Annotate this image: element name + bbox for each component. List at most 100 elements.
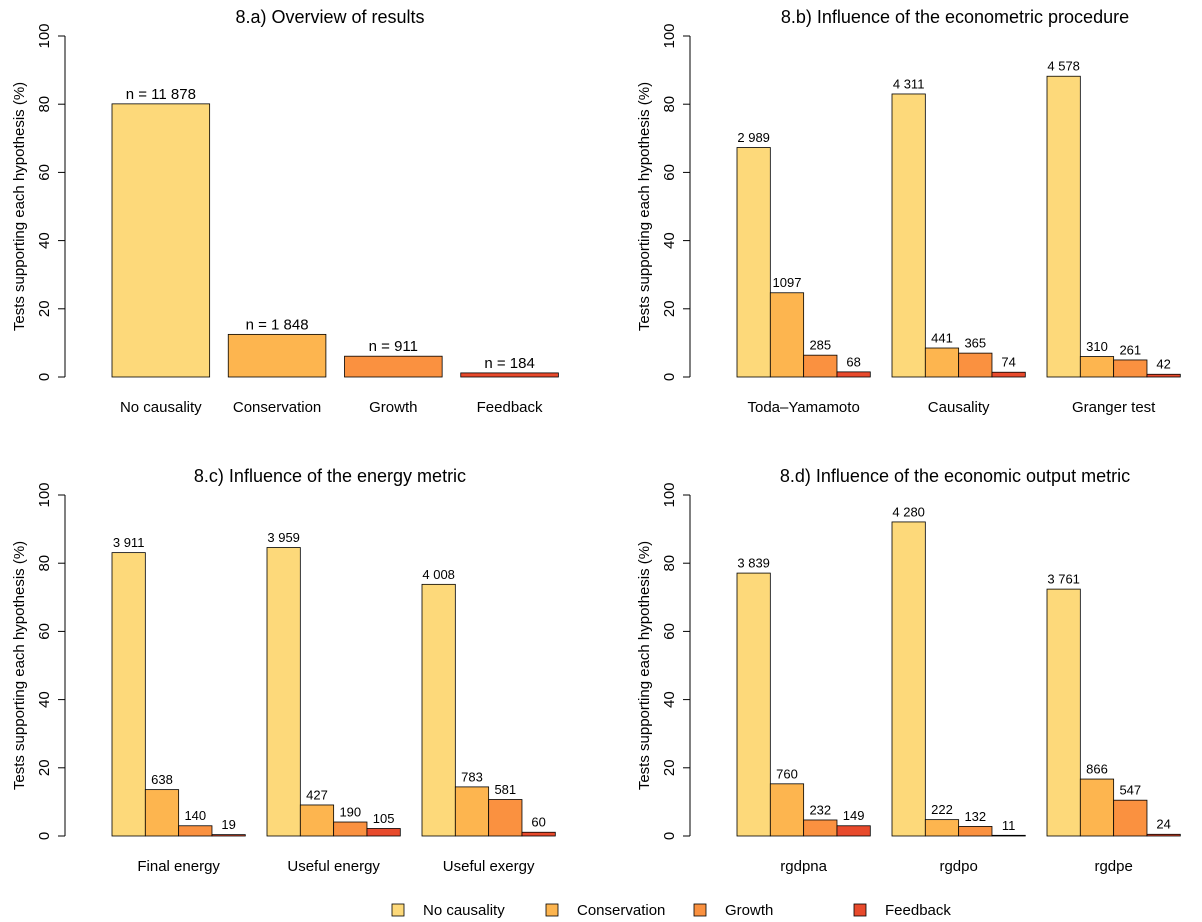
bar-label: 3 911 [113,535,145,550]
bar [460,372,559,378]
y-tick-label: 80 [661,555,678,572]
bar-label: n = 1 848 [246,316,309,333]
bar-label: 149 [843,808,865,823]
x-tick-label: Granger test [1072,399,1156,416]
x-tick-label: rgdpo [939,858,977,875]
bar-label: 638 [151,772,173,787]
bar [803,819,838,837]
y-axis-title: Tests supporting each hypothesis (%) [11,541,28,790]
bar [736,147,771,378]
legend-label: Conservation [577,902,665,919]
bar [1079,778,1115,837]
bar [111,552,146,837]
bar-label: 441 [931,330,953,345]
y-tick-label: 0 [661,832,678,840]
legend-swatch [853,903,867,917]
bar [769,292,805,378]
y-axis-title: Tests supporting each hypothesis (%) [11,82,28,331]
bar [958,352,993,378]
bar [736,572,771,837]
bar-label: 74 [1001,355,1015,370]
bar [344,355,443,378]
y-tick-label: 80 [661,96,678,113]
bar-label: 24 [1156,817,1170,832]
y-tick-label: 20 [36,300,53,317]
bar-label: 4 311 [893,76,925,91]
y-tick-label: 100 [36,482,53,507]
x-tick-label: Useful exergy [443,858,535,875]
x-tick-label: Causality [928,399,990,416]
bar [488,799,523,837]
y-tick-label: 100 [36,23,53,48]
y-axis-title: Tests supporting each hypothesis (%) [636,541,653,790]
x-tick-label: rgdpna [780,858,827,875]
y-tick-label: 20 [661,300,678,317]
y-tick-label: 80 [36,555,53,572]
y-tick-label: 0 [661,373,678,381]
bar-label: 261 [1119,342,1141,357]
legend-label: Growth [725,902,773,919]
y-tick-label: 60 [661,623,678,640]
y-tick-label: 100 [661,482,678,507]
bar-label: n = 11 878 [126,86,196,103]
bar [178,825,213,837]
bar [891,521,926,837]
y-tick-label: 0 [36,373,53,381]
x-tick-label: Useful energy [287,858,380,875]
x-tick-label: Final energy [137,858,220,875]
bar [891,93,926,378]
bar-label: 11 [1002,818,1016,833]
bar-label: 783 [461,769,483,784]
bar-label: 3 839 [737,556,770,571]
y-tick-label: 0 [36,832,53,840]
bar [333,821,368,837]
bar-label: 4 280 [892,504,925,519]
bar [211,834,246,837]
bar-label: 581 [494,782,516,797]
bar-label: 232 [809,802,831,817]
bar-label: 222 [931,802,953,817]
panel-title: 8.b) Influence of the econometric proced… [781,7,1129,27]
x-tick-label: Growth [369,399,417,416]
bar [991,834,1026,837]
bar-label: 760 [776,766,798,781]
legend-swatch [545,903,559,917]
legend-swatch [391,903,405,917]
bar [299,804,335,837]
bar-label: 3 761 [1047,572,1080,587]
bar-label: 427 [306,787,328,802]
bar-label: 140 [184,808,206,823]
y-tick-label: 60 [36,164,53,181]
bar [266,547,301,837]
bar-label: 42 [1156,357,1170,372]
bar [1046,588,1081,837]
panel-title: 8.c) Influence of the energy metric [194,466,466,486]
panel-title: 8.d) Influence of the economic output me… [780,466,1130,486]
bar-label: 3 959 [267,530,300,545]
bar-label: 547 [1119,783,1141,798]
bar [1113,799,1148,837]
bar [227,333,327,378]
bar-label: 19 [221,817,235,832]
bar [958,826,993,837]
bar [1079,356,1115,378]
y-tick-label: 60 [661,164,678,181]
y-tick-label: 100 [661,23,678,48]
bar [144,789,180,837]
bar-label: 2 989 [737,130,770,145]
y-tick-label: 20 [661,759,678,776]
y-tick-label: 40 [36,232,53,249]
bar-label: 60 [531,815,545,830]
bar-label: n = 184 [484,355,534,372]
bar [924,819,960,837]
bar-label: 365 [964,336,986,351]
bar-label: 310 [1086,339,1108,354]
legend-label: Feedback [885,902,951,919]
y-tick-label: 40 [36,691,53,708]
bar-label: 4 578 [1047,59,1080,74]
bar [421,583,456,837]
bar-label: 190 [339,804,361,819]
x-tick-label: Feedback [477,399,543,416]
bar [1113,359,1148,378]
